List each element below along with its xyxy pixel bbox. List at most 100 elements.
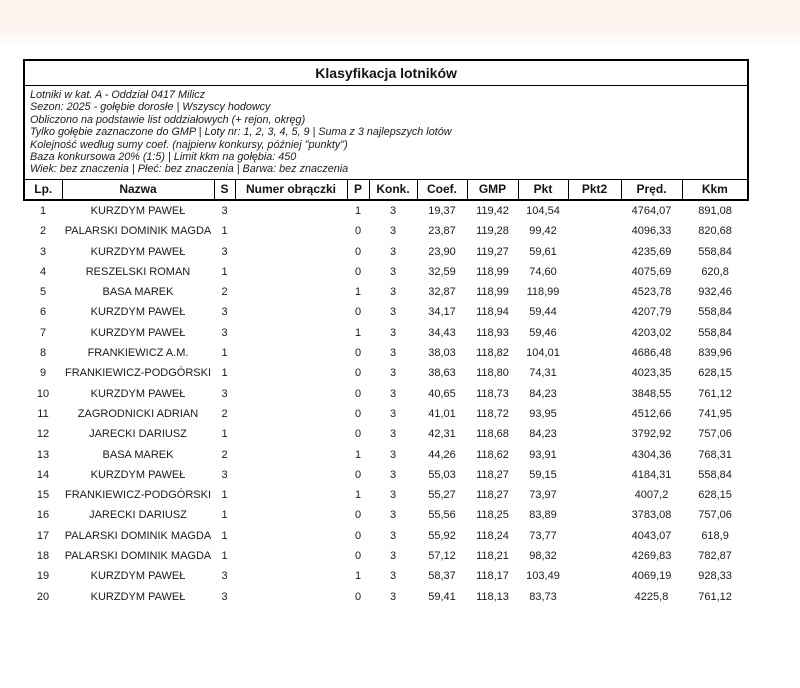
cell-gmp: 118,25 bbox=[476, 509, 509, 522]
cell-numer-obraczki bbox=[235, 221, 347, 241]
cell-pkt: 59,46 bbox=[529, 326, 557, 339]
cell-p: 0 bbox=[354, 245, 362, 258]
cell-pkt2 bbox=[568, 566, 621, 586]
cell-nazwa: KURZDYM PAWEŁ bbox=[90, 387, 186, 400]
cell-pkt: 83,73 bbox=[529, 590, 557, 603]
column-header-gmp: GMP bbox=[466, 178, 519, 201]
cell-konk: 3 bbox=[389, 509, 397, 522]
cell-pred: 4007,2 bbox=[634, 489, 669, 502]
cell-lp: 17 bbox=[36, 529, 50, 542]
cell-kkm: 839,96 bbox=[698, 347, 732, 360]
table-row: 16 JARECKI DARIUSZ 1 0 3 55,56 118,25 83,89 3783… bbox=[24, 505, 748, 525]
cell-s: 3 bbox=[221, 245, 228, 258]
cell-numer-obraczki bbox=[235, 241, 347, 261]
cell-gmp: 118,82 bbox=[476, 347, 509, 360]
cell-konk: 3 bbox=[389, 204, 397, 217]
cell-kkm: 891,08 bbox=[698, 204, 732, 217]
cell-coef: 38,63 bbox=[428, 367, 456, 380]
cell-pkt: 99,42 bbox=[529, 225, 557, 238]
cell-pkt: 104,01 bbox=[526, 347, 560, 360]
cell-pkt2 bbox=[568, 485, 621, 505]
cell-nazwa: PALARSKI DOMINIK MAGDA bbox=[64, 225, 212, 238]
cell-nazwa: JARECKI DARIUSZ bbox=[89, 509, 187, 522]
cell-s: 1 bbox=[221, 489, 228, 502]
cell-pkt: 93,91 bbox=[529, 448, 557, 461]
column-header-pkt2: Pkt2 bbox=[567, 178, 622, 201]
cell-coef: 40,65 bbox=[428, 387, 456, 400]
cell-numer-obraczki bbox=[235, 302, 347, 322]
cell-pkt2 bbox=[568, 282, 621, 302]
cell-gmp: 118,94 bbox=[476, 306, 509, 319]
cell-pkt2 bbox=[568, 505, 621, 525]
cell-gmp: 119,42 bbox=[476, 204, 509, 217]
cell-lp: 8 bbox=[39, 347, 47, 360]
table-row: 10 KURZDYM PAWEŁ 3 0 3 40,65 118,73 84,23 3848,5… bbox=[24, 384, 748, 404]
cell-nazwa: ZAGRODNICKI ADRIAN bbox=[77, 407, 199, 420]
cell-s: 1 bbox=[221, 550, 228, 563]
report-meta: Lotniki w kat. A - Oddział 0417 Milicz Se… bbox=[22, 85, 750, 180]
cell-konk: 3 bbox=[389, 468, 397, 481]
cell-pkt2 bbox=[568, 323, 621, 343]
cell-gmp: 118,17 bbox=[476, 570, 509, 583]
cell-gmp: 118,13 bbox=[476, 590, 509, 603]
cell-pkt: 74,31 bbox=[529, 367, 557, 380]
report-title: Klasyfikacja lotników bbox=[22, 59, 750, 86]
cell-pkt2 bbox=[568, 262, 621, 282]
cell-lp: 15 bbox=[36, 489, 50, 502]
cell-pkt: 59,61 bbox=[529, 245, 557, 258]
meta-line: Lotniki w kat. A - Oddział 0417 Milicz bbox=[30, 89, 206, 101]
cell-s: 2 bbox=[221, 448, 228, 461]
title-row: Klasyfikacja lotników bbox=[22, 59, 750, 86]
cell-gmp: 119,27 bbox=[476, 245, 509, 258]
table-row: 8 FRANKIEWICZ A.M. 1 0 3 38,03 118,82 104,01 468… bbox=[24, 343, 748, 363]
column-header-lp: Lp. bbox=[23, 178, 63, 201]
cell-numer-obraczki bbox=[235, 465, 347, 485]
cell-konk: 3 bbox=[389, 570, 397, 583]
cell-pkt2 bbox=[568, 343, 621, 363]
cell-kkm: 928,33 bbox=[698, 570, 732, 583]
cell-pkt2 bbox=[568, 444, 621, 464]
cell-numer-obraczki bbox=[235, 526, 347, 546]
cell-gmp: 118,80 bbox=[476, 367, 509, 380]
cell-numer-obraczki bbox=[235, 546, 347, 566]
cell-s: 1 bbox=[221, 265, 228, 278]
cell-nazwa: PALARSKI DOMINIK MAGDA bbox=[64, 550, 212, 563]
cell-coef: 55,92 bbox=[428, 529, 456, 542]
cell-coef: 58,37 bbox=[428, 570, 456, 583]
cell-kkm: 558,84 bbox=[698, 306, 732, 319]
cell-s: 3 bbox=[221, 204, 228, 217]
cell-konk: 3 bbox=[389, 347, 397, 360]
classification-report: Klasyfikacja lotników Lotniki w kat. A -… bbox=[22, 59, 750, 607]
cell-gmp: 118,62 bbox=[476, 448, 509, 461]
cell-pred: 4686,48 bbox=[631, 347, 672, 360]
cell-pred: 4207,79 bbox=[631, 306, 672, 319]
cell-s: 2 bbox=[221, 407, 228, 420]
cell-pred: 4069,19 bbox=[631, 570, 672, 583]
cell-lp: 12 bbox=[36, 428, 50, 441]
cell-pkt: 98,32 bbox=[529, 550, 557, 563]
cell-lp: 13 bbox=[36, 448, 50, 461]
cell-pkt: 59,44 bbox=[529, 306, 557, 319]
cell-pkt: 103,49 bbox=[526, 570, 560, 583]
cell-pkt: 84,23 bbox=[529, 428, 557, 441]
cell-gmp: 118,68 bbox=[476, 428, 509, 441]
cell-pred: 4043,07 bbox=[631, 529, 672, 542]
cell-p: 0 bbox=[354, 550, 362, 563]
cell-gmp: 118,93 bbox=[476, 326, 509, 339]
cell-p: 0 bbox=[354, 407, 362, 420]
cell-pkt: 73,77 bbox=[529, 529, 557, 542]
cell-lp: 11 bbox=[37, 407, 49, 420]
table-row: 3 KURZDYM PAWEŁ 3 0 3 23,90 119,27 59,61 4235,69… bbox=[24, 241, 748, 261]
column-header-numer-obraczki: Numer obrączki bbox=[234, 178, 348, 201]
cell-kkm: 628,15 bbox=[698, 367, 732, 380]
cell-numer-obraczki bbox=[235, 485, 347, 505]
table-row: 1 KURZDYM PAWEŁ 3 1 3 19,37 119,42 104,54 4764,0… bbox=[24, 200, 748, 221]
cell-coef: 41,01 bbox=[428, 407, 456, 420]
cell-konk: 3 bbox=[389, 367, 397, 380]
cell-kkm: 558,84 bbox=[698, 245, 732, 258]
table-row: 2 PALARSKI DOMINIK MAGDA 1 0 3 23,87 119,28 99,… bbox=[24, 221, 748, 241]
cell-lp: 6 bbox=[39, 306, 47, 319]
cell-pred: 4075,69 bbox=[631, 265, 672, 278]
cell-pkt: 73,97 bbox=[529, 489, 557, 502]
cell-nazwa: FRANKIEWICZ-PODGÓRSKI bbox=[64, 489, 212, 502]
